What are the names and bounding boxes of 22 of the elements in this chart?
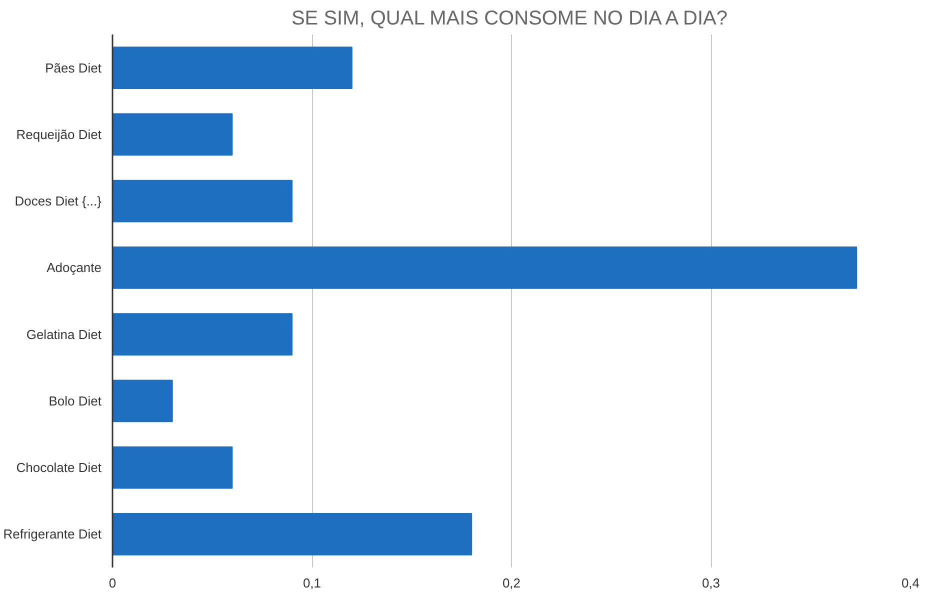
x-tick-label: 0 — [108, 576, 116, 590]
bar — [112, 46, 352, 89]
bar — [112, 113, 233, 156]
y-tick-label: Requeijão Diet — [16, 126, 102, 142]
y-tick-label: Gelatina Diet — [26, 326, 102, 342]
x-tick-label: 0,1 — [302, 576, 322, 590]
y-tick-label: Pães Diet — [45, 60, 102, 76]
bar — [112, 313, 293, 356]
x-tick-label: 0,2 — [502, 576, 521, 590]
bar — [112, 446, 233, 489]
y-tick-label: Adoçante — [46, 260, 102, 276]
bar — [112, 246, 858, 289]
y-tick-label: Bolo Diet — [48, 393, 102, 408]
y-tick-label: Doces Diet {...} — [14, 194, 102, 209]
bar — [112, 513, 472, 556]
x-tick-label: 0,3 — [702, 576, 720, 590]
y-tick-label: Refrigerante Diet — [3, 526, 102, 542]
x-tick-label: 0,4 — [901, 576, 920, 590]
bar — [112, 180, 293, 222]
chart-title: SE SIM, QUAL MAIS CONSOME NO DIA A DIA? — [291, 8, 728, 30]
bar — [112, 380, 173, 422]
y-tick-label: Chocolate Diet — [16, 460, 102, 476]
